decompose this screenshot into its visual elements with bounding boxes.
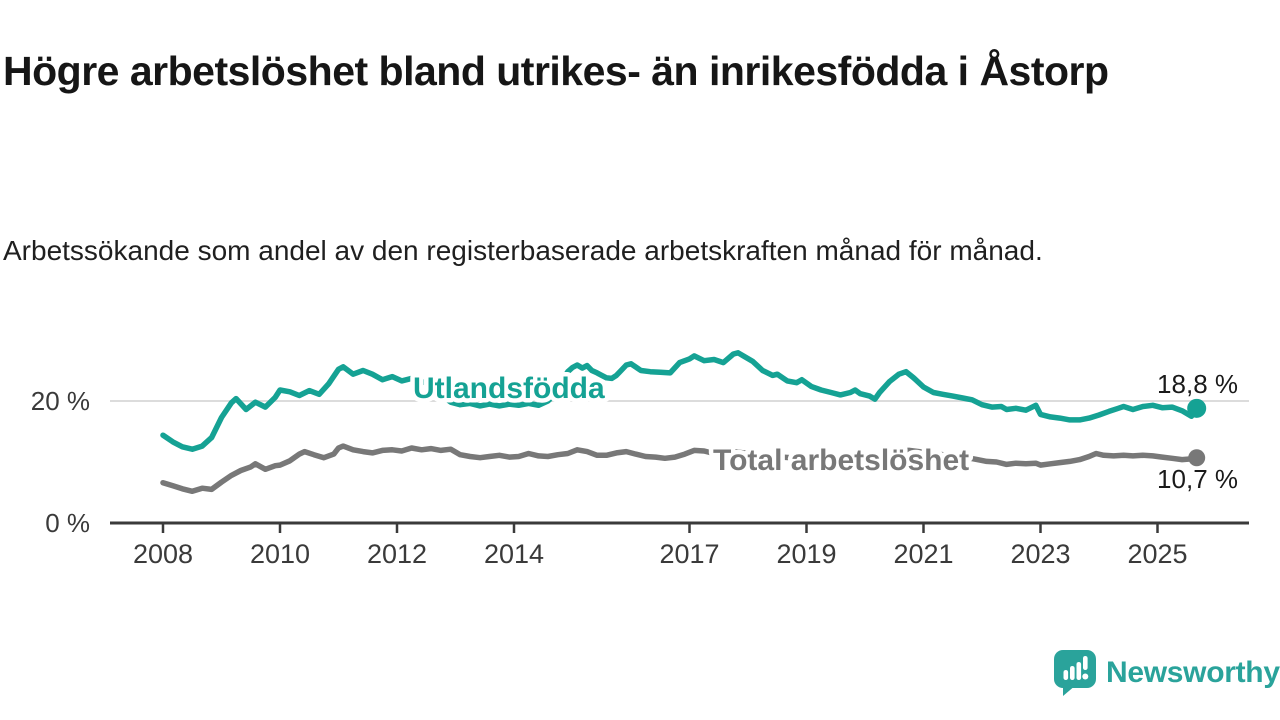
- unemployment-line-chart: 20 % 0 % 2008 2010 2012 2014 2017 2019 2021 2023…: [31, 350, 1249, 569]
- newsworthy-logo-text: Newsworthy: [1106, 656, 1280, 689]
- x-tick-label-2019: 2019: [776, 539, 836, 569]
- x-tick-label-2008: 2008: [133, 539, 193, 569]
- newsworthy-speech-bubble-bar-chart-icon: [1054, 650, 1096, 696]
- line-utlandsfodda: [160, 350, 1200, 452]
- x-tick-label-2014: 2014: [484, 539, 544, 569]
- x-tick-label-2025: 2025: [1127, 539, 1187, 569]
- chart-subtitle: Arbetssökande som andel av den registerb…: [3, 235, 1043, 266]
- series-label-utlandsfodda: Utlandsfödda: [413, 372, 605, 405]
- series-label-total-arbetsloshet: Total arbetslöshet: [713, 444, 969, 477]
- newsworthy-logo: Newsworthy: [1053, 649, 1280, 697]
- y-tick-label-20: 20 %: [31, 386, 90, 416]
- end-dot-utlandsfodda: [1187, 398, 1207, 418]
- x-tick-label-2017: 2017: [659, 539, 719, 569]
- line-total-arbetsloshet: [160, 443, 1200, 495]
- y-tick-label-0: 0 %: [45, 508, 90, 538]
- x-tick-label-2021: 2021: [893, 539, 953, 569]
- end-value-total: 10,7 %: [1157, 464, 1238, 494]
- x-tick-label-2023: 2023: [1010, 539, 1070, 569]
- end-dot-total: [1188, 449, 1206, 467]
- x-tick-label-2012: 2012: [367, 539, 427, 569]
- x-axis: [110, 521, 1249, 533]
- page-title: Högre arbetslöshet bland utrikes- än inr…: [3, 48, 1109, 95]
- x-tick-label-2010: 2010: [250, 539, 310, 569]
- y-axis-tick-labels: 20 % 0 %: [31, 386, 90, 538]
- x-axis-tick-labels: 2008 2010 2012 2014 2017 2019 2021 2023 2025: [133, 539, 1188, 569]
- series-lines: [160, 350, 1200, 495]
- end-value-utlandsfodda: 18,8 %: [1157, 369, 1238, 399]
